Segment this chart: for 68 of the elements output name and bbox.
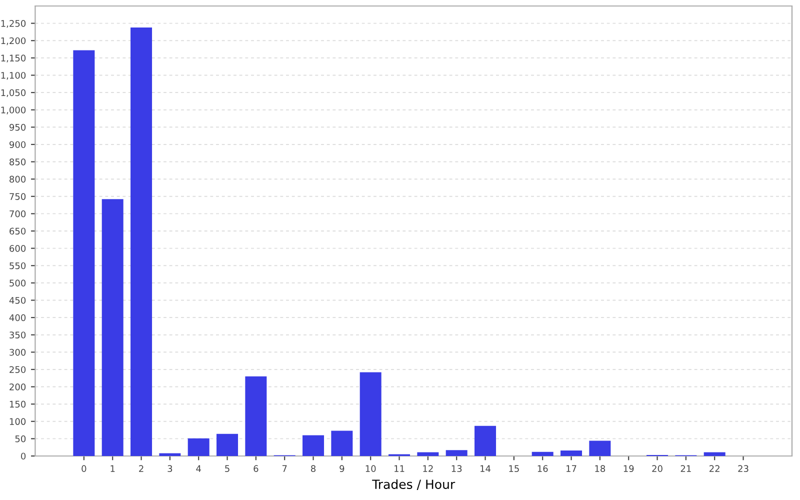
- x-tick-label: 0: [82, 465, 86, 472]
- x-tick-label: 1: [110, 465, 115, 472]
- y-tick-label: 900: [10, 141, 26, 148]
- x-tick-label: 4: [196, 465, 201, 472]
- x-tick-label: 11: [394, 465, 404, 472]
- x-tick-label: 23: [738, 465, 748, 472]
- x-tick-label: 12: [423, 465, 433, 472]
- x-tick-label: 14: [480, 465, 491, 472]
- bar: [560, 450, 582, 456]
- bar: [589, 440, 611, 456]
- y-tick-label: 0: [21, 452, 26, 460]
- x-tick-label: 15: [509, 465, 519, 472]
- y-tick-label: 800: [10, 176, 26, 183]
- x-tick-label: 17: [566, 465, 576, 472]
- bar: [704, 452, 726, 456]
- y-tick-label: 300: [10, 348, 26, 356]
- y-tick-label: 200: [10, 384, 26, 390]
- bar: [417, 452, 439, 456]
- y-tick-label: 50: [15, 435, 26, 442]
- y-tick-label: 450: [9, 296, 26, 304]
- y-tick-label: 350: [10, 332, 26, 338]
- bar: [331, 430, 353, 456]
- bar: [446, 450, 468, 456]
- x-tick-label: 13: [452, 465, 462, 472]
- bar: [130, 27, 152, 456]
- y-tick-label: 500: [10, 280, 26, 286]
- y-tick-label: 400: [9, 314, 26, 322]
- bar: [245, 376, 267, 456]
- x-tick-label: 18: [595, 465, 606, 472]
- bar: [360, 372, 382, 456]
- bar: [159, 453, 181, 456]
- x-tick-label: 3: [168, 465, 172, 472]
- y-tick-label: 1,050: [1, 89, 26, 98]
- y-tick-label: 750: [10, 193, 26, 200]
- x-tick-label: 19: [624, 465, 634, 472]
- bar: [474, 426, 496, 456]
- y-tick-label: 1,100: [1, 72, 26, 80]
- x-tick-label: 6: [254, 465, 258, 472]
- y-tick-label: 250: [10, 366, 26, 374]
- y-tick-label: 1,250: [1, 20, 26, 28]
- y-tick-label: 150: [10, 400, 26, 408]
- y-tick-label: 950: [10, 124, 26, 131]
- x-axis-title: Trades / Hour: [372, 479, 456, 490]
- bar: [302, 435, 324, 456]
- bar: [73, 50, 95, 456]
- y-tick-label: 850: [10, 158, 26, 166]
- bar: [216, 434, 238, 456]
- x-tick-label: 10: [366, 465, 376, 472]
- x-tick-label: 8: [311, 465, 316, 472]
- bar: [102, 199, 124, 456]
- x-tick-label: 7: [282, 465, 287, 472]
- x-tick-label: 9: [340, 465, 344, 472]
- x-tick-label: 5: [225, 465, 230, 472]
- x-tick-label: 2: [139, 465, 144, 472]
- bar: [188, 438, 210, 456]
- y-tick-label: 600: [10, 245, 26, 252]
- x-tick-label: 20: [652, 465, 662, 472]
- y-tick-label: 700: [10, 210, 26, 218]
- x-tick-label: 22: [710, 465, 720, 472]
- y-tick-label: 1,200: [1, 37, 26, 46]
- bar: [532, 452, 554, 456]
- y-tick-label: 1,000: [1, 106, 26, 114]
- y-tick-label: 1,150: [1, 54, 26, 62]
- y-tick-label: 100: [10, 418, 26, 425]
- y-tick-label: 650: [10, 228, 26, 235]
- x-tick-label: 21: [680, 465, 691, 472]
- y-tick-label: 550: [10, 262, 26, 270]
- x-tick-label: 16: [538, 465, 548, 472]
